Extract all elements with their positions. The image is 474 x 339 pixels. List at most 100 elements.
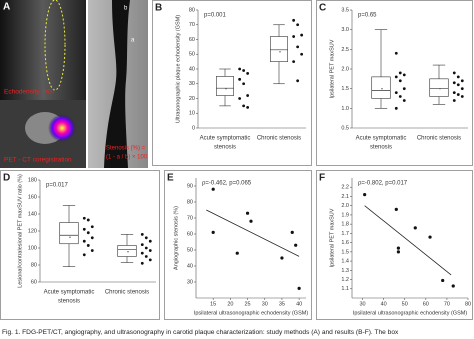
data-point bbox=[394, 51, 398, 55]
y-tick-label: 30 bbox=[187, 279, 193, 285]
y-tick-label: 60 bbox=[187, 231, 193, 237]
data-point bbox=[394, 75, 398, 79]
annotation: p=0.017 bbox=[46, 183, 69, 189]
ultrasound-image bbox=[0, 0, 86, 100]
y-tick-label: 70 bbox=[187, 215, 193, 221]
image-label: PET - CT coregistration bbox=[4, 157, 72, 164]
data-point bbox=[238, 77, 242, 81]
data-point bbox=[90, 236, 94, 240]
data-point bbox=[452, 71, 456, 75]
x-tick-label: Acute symptomatic bbox=[356, 136, 407, 142]
box bbox=[371, 76, 391, 99]
y-tick-label: 160 bbox=[28, 194, 37, 200]
mean bbox=[127, 251, 129, 253]
y-tick-label: 100 bbox=[28, 245, 37, 251]
annotation: p=0.001 bbox=[204, 13, 227, 19]
x-tick-label: 15 bbox=[210, 301, 216, 307]
y-tick-label: 80 bbox=[187, 199, 193, 205]
mean bbox=[439, 88, 441, 90]
data-point bbox=[144, 236, 148, 240]
data-point bbox=[394, 106, 398, 110]
plaque-outline bbox=[44, 0, 66, 91]
mean bbox=[225, 88, 227, 90]
panel-border bbox=[164, 170, 312, 320]
data-point bbox=[144, 255, 148, 258]
panel-border bbox=[316, 0, 473, 166]
data-point bbox=[402, 73, 406, 77]
data-point bbox=[148, 249, 152, 252]
y-tick-label: 1.2 bbox=[341, 277, 349, 283]
y-tick-label: 2.0 bbox=[341, 203, 349, 209]
data-point bbox=[452, 81, 456, 85]
y-tick-label: 2.1 bbox=[341, 194, 349, 200]
y-tick-label: 180 bbox=[28, 177, 37, 183]
data-point bbox=[396, 246, 400, 250]
caption: Fig. 1. FDG-PET/CT, angiography, and ult… bbox=[2, 329, 399, 336]
box bbox=[117, 245, 137, 257]
x-tick-label: 30 bbox=[359, 301, 365, 307]
data-point bbox=[456, 75, 460, 79]
data-point bbox=[398, 95, 402, 98]
data-point bbox=[242, 69, 246, 72]
annotation: p=0.65 bbox=[358, 13, 377, 19]
y-tick-label: 2.5 bbox=[341, 47, 349, 53]
data-point bbox=[140, 233, 144, 236]
y-tick-label: 1.9 bbox=[341, 212, 349, 218]
data-point bbox=[90, 249, 94, 252]
y-tick-label: 0 bbox=[192, 125, 195, 131]
y-tick-label: 2.2 bbox=[341, 185, 349, 191]
data-point bbox=[148, 239, 152, 243]
panel-label: C bbox=[319, 3, 326, 14]
data-point bbox=[292, 35, 296, 38]
data-point bbox=[398, 71, 402, 75]
data-point bbox=[398, 79, 402, 83]
trend-line bbox=[364, 205, 452, 276]
y-tick-label: 60 bbox=[189, 37, 195, 43]
data-point bbox=[238, 97, 242, 100]
data-point bbox=[246, 105, 250, 109]
x-tick-label: Chronic stenosis bbox=[105, 290, 149, 296]
panel-label-bg bbox=[165, 171, 177, 183]
data-point bbox=[428, 235, 432, 239]
data-point bbox=[292, 18, 296, 22]
data-point bbox=[296, 23, 300, 27]
y-tick-label: 3.0 bbox=[341, 27, 349, 33]
mean bbox=[69, 236, 71, 238]
data-point bbox=[246, 94, 250, 97]
data-point bbox=[86, 231, 90, 235]
x-tick-label: stenosis bbox=[58, 299, 80, 305]
x-tick-label: 35 bbox=[279, 301, 285, 307]
box bbox=[429, 78, 449, 97]
data-point bbox=[140, 261, 144, 265]
data-point bbox=[456, 83, 460, 87]
trend-line bbox=[206, 209, 300, 257]
x-tick-label: 70 bbox=[444, 301, 450, 307]
y-axis-label: Ipsilateral PET maxSUV bbox=[329, 208, 335, 267]
data-point bbox=[413, 226, 417, 230]
data-point bbox=[211, 230, 215, 234]
data-point bbox=[460, 87, 464, 91]
y-tick-label: 70 bbox=[189, 22, 195, 28]
y-tick-label: 1.6 bbox=[341, 240, 349, 246]
data-point bbox=[292, 60, 296, 64]
box bbox=[59, 222, 79, 245]
y-tick-label: 1.3 bbox=[341, 268, 349, 274]
x-axis-label: Ipsilateral ultrasonographic echodensity… bbox=[194, 310, 309, 316]
box bbox=[270, 36, 288, 62]
x-tick-label: 30 bbox=[262, 301, 268, 307]
x-tick-label: Acute symptomatic bbox=[200, 136, 251, 142]
data-point bbox=[86, 218, 90, 222]
data-point bbox=[82, 253, 86, 257]
panel-label: E bbox=[167, 173, 174, 184]
data-point bbox=[396, 250, 400, 254]
data-point bbox=[82, 239, 86, 243]
y-axis-label: Lesional/contralesional PET maxSUV ratio… bbox=[17, 174, 23, 288]
data-point bbox=[211, 187, 215, 191]
panel-label: D bbox=[3, 173, 10, 184]
x-tick-label: 20 bbox=[227, 301, 233, 307]
y-tick-label: 1.0 bbox=[341, 106, 349, 112]
image-label: Stenosis (%) = bbox=[106, 146, 146, 152]
y-axis-label: Ipsilateral PET maxSUV bbox=[329, 39, 335, 98]
panel-label: F bbox=[319, 173, 325, 184]
